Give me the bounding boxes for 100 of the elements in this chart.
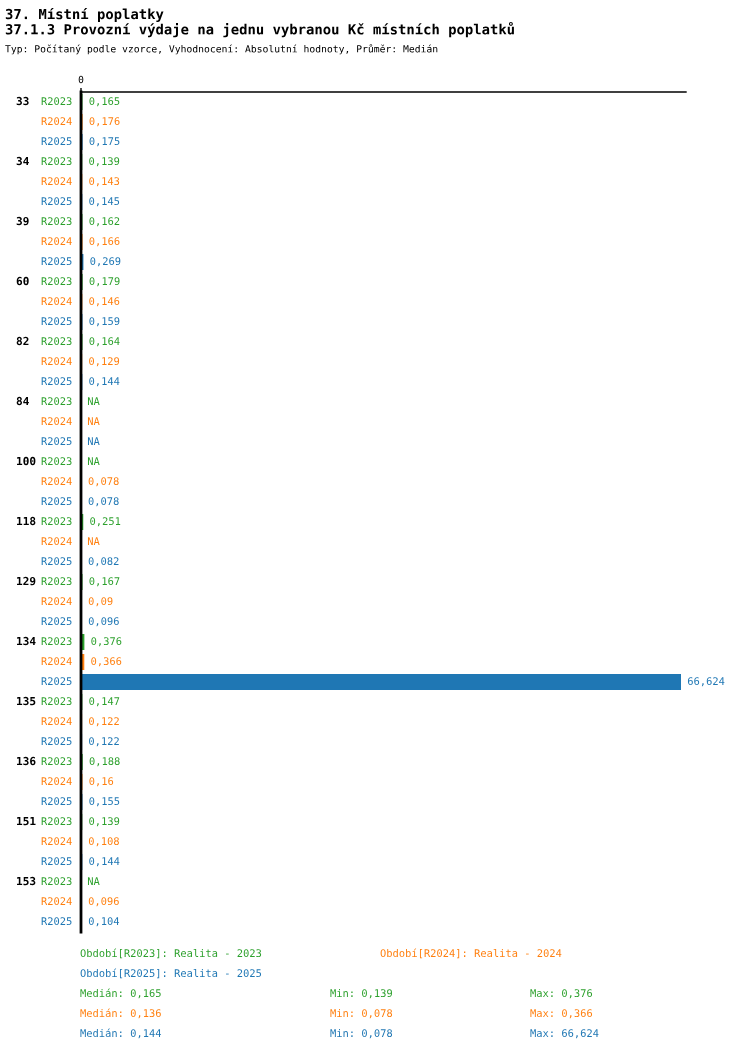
text: R2025 <box>41 797 72 806</box>
data-label: 0,139 <box>89 817 120 827</box>
data-label: 0,108 <box>88 837 119 847</box>
annotation: 0 <box>78 75 84 84</box>
text: R2023 <box>41 457 72 466</box>
text: R2024 <box>41 597 72 606</box>
series-label: R2023 <box>41 97 72 106</box>
text: NA <box>87 417 100 425</box>
data-label: 0,078 <box>88 497 119 507</box>
data-label: 0,129 <box>89 357 120 367</box>
y-tick-label: 84 <box>16 396 29 406</box>
text: NA <box>87 457 100 465</box>
y-tick-label: 82 <box>16 336 29 346</box>
text: Období[R2025]: Realita - 2025 <box>80 968 262 979</box>
text: NA <box>87 537 100 545</box>
y-tick-label: 129 <box>17 576 36 586</box>
text: R2023 <box>41 277 72 286</box>
data-label: 0,143 <box>89 177 120 187</box>
y-tick-label: 34 <box>16 156 29 166</box>
text: Medián: 0,165 <box>80 988 161 999</box>
text: Min: 0,078 <box>330 1008 393 1019</box>
text: R2023 <box>41 217 72 226</box>
text: R2025 <box>41 677 72 686</box>
data-label: 0,146 <box>89 297 120 307</box>
y-tick-label: 60 <box>16 276 29 286</box>
text: NA <box>87 877 100 885</box>
y-tick-label: 134 <box>17 636 36 646</box>
data-label: 0,09 <box>88 597 113 607</box>
text: R2024 <box>41 177 72 186</box>
data-label: 0,164 <box>89 337 120 347</box>
text: R2024 <box>41 537 72 546</box>
data-label: 0,366 <box>91 657 122 667</box>
text: R2025 <box>41 317 72 326</box>
text: R2023 <box>41 697 72 706</box>
text: R2024 <box>41 237 72 246</box>
text: R2024 <box>41 477 72 486</box>
text: NA <box>87 437 100 445</box>
data-label: 0,167 <box>89 577 120 587</box>
text: Typ: Počítaný podle vzorce, Vyhodnocení: Absolutní hodnoty, Průměr: Medián <box>5 44 438 55</box>
text: Medián: 0,136 <box>80 1008 161 1019</box>
data-label: 0,144 <box>89 857 120 867</box>
data-label: 0,145 <box>89 197 120 207</box>
text: R2023 <box>41 157 72 166</box>
text: R2024 <box>41 297 72 306</box>
data-label: 0,188 <box>89 757 120 767</box>
data-label: 0,176 <box>89 117 120 127</box>
text: R2023 <box>41 577 72 586</box>
data-label: 0,144 <box>89 377 120 387</box>
data-label: 0,269 <box>90 257 121 267</box>
text: R2025 <box>41 737 72 746</box>
y-tick-label: 100 <box>17 456 36 466</box>
text: R2025 <box>41 557 72 566</box>
data-label: 0,139 <box>89 157 120 167</box>
text: R2025 <box>41 497 72 506</box>
text: R2024 <box>41 357 72 366</box>
data-label: 0,096 <box>88 897 119 907</box>
text: NA <box>87 397 100 405</box>
y-tick-label: 39 <box>16 216 29 226</box>
text: R2023 <box>41 637 72 646</box>
y-tick-label: 153 <box>17 876 36 886</box>
data-label: 0,175 <box>89 137 120 147</box>
chart-title: 37. Místní poplatky <box>5 8 164 22</box>
text: R2024 <box>41 777 72 786</box>
y-tick-label: 33 <box>16 96 29 106</box>
series-label: R2024 <box>41 117 72 126</box>
text: R2023 <box>41 757 72 766</box>
y-tick-label: 136 <box>17 756 36 766</box>
data-label: 0,162 <box>89 217 120 227</box>
data-label: 0,155 <box>89 797 120 807</box>
text: R2024 <box>41 417 72 426</box>
text: R2024 <box>41 897 72 906</box>
data-label: 0,251 <box>90 517 121 527</box>
data-label: 0,179 <box>89 277 120 287</box>
text: R2023 <box>41 397 72 406</box>
text: Min: 0,078 <box>330 1028 393 1039</box>
text: R2023 <box>41 337 72 346</box>
text: R2025 <box>41 617 72 626</box>
data-label: 0,159 <box>89 317 120 327</box>
data-label: 0,078 <box>88 477 119 487</box>
text: Období[R2024]: Realita - 2024 <box>380 948 562 959</box>
text: Max: 0,366 <box>530 1009 593 1019</box>
text: R2023 <box>41 817 72 826</box>
series-label: R2025 <box>41 137 72 146</box>
text: R2024 <box>41 717 72 726</box>
text: R2025 <box>41 917 72 926</box>
y-tick-label: 151 <box>17 816 36 826</box>
data-label: 0,147 <box>89 697 120 707</box>
text: R2024 <box>41 837 72 846</box>
data-label: 0,096 <box>88 617 119 627</box>
text: R2025 <box>41 197 72 206</box>
data-label: 0,082 <box>88 557 119 567</box>
data-label: 0,122 <box>89 717 119 727</box>
text: Období[R2023]: Realita - 2023 <box>80 948 262 959</box>
data-label: 0,122 <box>89 737 119 747</box>
text: R2025 <box>41 437 72 446</box>
text: R2023 <box>41 877 72 886</box>
text: R2023 <box>41 517 72 526</box>
data-label: 0,376 <box>91 637 122 647</box>
text: R2025 <box>41 857 72 866</box>
text: Max: 66,624 <box>530 1029 599 1039</box>
